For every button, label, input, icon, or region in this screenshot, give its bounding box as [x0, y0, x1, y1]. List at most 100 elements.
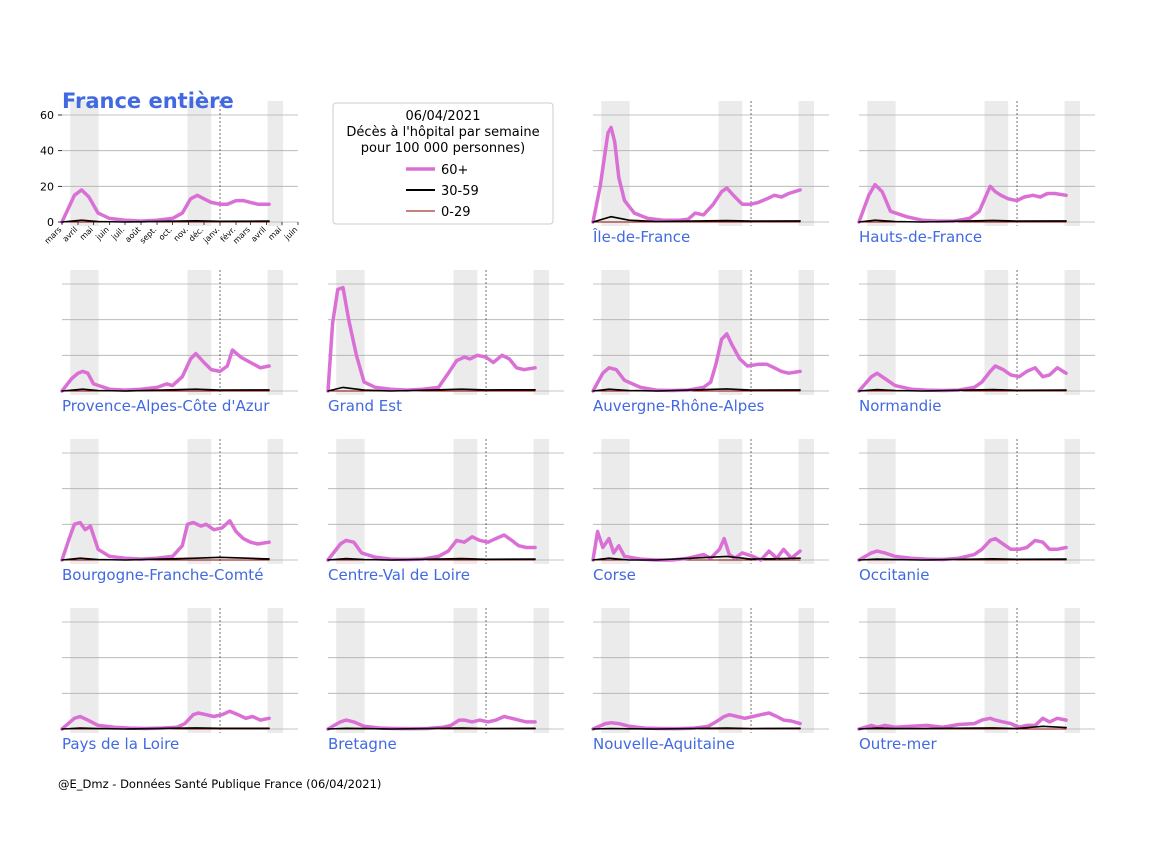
- series-line-30-59: [858, 219, 1067, 223]
- x-tick-label: sept.: [138, 225, 158, 245]
- series-line-60+: [591, 529, 802, 562]
- shaded-period: [336, 608, 365, 733]
- series-line-60+: [857, 182, 1068, 224]
- panel-4: Grand Est: [326, 270, 564, 415]
- series-line-30-59: [61, 727, 270, 730]
- shaded-period: [798, 270, 815, 395]
- shaded-period: [718, 101, 743, 226]
- shaded-period: [984, 101, 1009, 226]
- x-tick-label: oct.: [157, 225, 174, 242]
- panel-11: Pays de la Loire: [60, 608, 298, 753]
- shaded-period: [1064, 608, 1081, 733]
- series-line-60+: [326, 285, 537, 393]
- shaded-period: [718, 439, 743, 564]
- x-tick-label: avril: [249, 225, 268, 244]
- shaded-period: [798, 608, 815, 733]
- shaded-period: [453, 439, 478, 564]
- panel-6: Normandie: [857, 270, 1095, 415]
- y-tick-label: 0: [47, 216, 54, 229]
- series-line-60+: [60, 709, 271, 731]
- shaded-period: [1064, 101, 1081, 226]
- panel-title: Provence-Alpes-Côte d'Azur: [62, 397, 270, 415]
- legend-title-line: pour 100 000 personnes): [361, 141, 525, 156]
- series-line-60+: [591, 125, 802, 224]
- shaded-period: [267, 270, 284, 395]
- series-line-30-59: [327, 727, 536, 730]
- panel-7: Bourgogne-Franche-Comté: [60, 439, 298, 584]
- panel-title: Outre-mer: [859, 735, 938, 753]
- panel-1: Île-de-France: [591, 101, 829, 246]
- shaded-period: [601, 608, 630, 733]
- legend-entry-label: 60+: [441, 163, 468, 178]
- series-line-30-59: [858, 557, 1067, 561]
- panel-title: Bourgogne-Franche-Comté: [62, 566, 263, 584]
- shaded-period: [1064, 270, 1081, 395]
- shaded-period: [267, 608, 284, 733]
- x-tick-label: juin: [282, 225, 299, 242]
- panel-title: Hauts-de-France: [859, 228, 982, 246]
- series-line-30-59: [61, 388, 270, 392]
- series-line-60+: [60, 348, 271, 393]
- panel-title: Île-de-France: [592, 227, 690, 246]
- shaded-period: [798, 101, 815, 226]
- shaded-period: [798, 439, 815, 564]
- series-line-30-59: [592, 727, 801, 730]
- panel-title: Bretagne: [328, 735, 397, 753]
- shaded-period: [718, 270, 743, 395]
- series-line-60+: [591, 711, 802, 731]
- shaded-period: [533, 270, 550, 395]
- legend-title-line: 06/04/2021: [406, 109, 481, 124]
- shaded-period: [453, 270, 478, 395]
- x-tick-label: mai: [266, 225, 283, 242]
- shaded-period: [70, 608, 99, 733]
- shaded-period: [267, 439, 284, 564]
- series-line-30-59: [592, 555, 801, 561]
- x-tick-label: mars: [43, 225, 64, 246]
- series-line-30-59: [327, 386, 536, 392]
- panel-14: Outre-mer: [857, 608, 1095, 753]
- y-tick-label: 20: [40, 180, 54, 193]
- shaded-period: [187, 439, 212, 564]
- series-line-60+: [60, 519, 271, 562]
- panel-3: Provence-Alpes-Côte d'Azur: [60, 270, 298, 415]
- panel-5: Auvergne-Rhône-Alpes: [591, 270, 829, 415]
- series-line-60+: [591, 332, 802, 393]
- panel-title: France entière: [62, 89, 234, 113]
- legend-entry-label: 30-59: [441, 184, 479, 199]
- panel-title: Corse: [593, 566, 636, 584]
- series-line-60+: [857, 716, 1068, 731]
- x-tick-label: nov.: [172, 225, 190, 243]
- series-line-30-59: [592, 388, 801, 392]
- panel-13: Nouvelle-Aquitaine: [591, 608, 829, 753]
- x-tick-label: mai: [78, 225, 95, 242]
- panel-title: Grand Est: [328, 397, 402, 415]
- panel-title: Auvergne-Rhône-Alpes: [593, 397, 765, 415]
- series-line-60+: [326, 533, 537, 562]
- shaded-period: [718, 608, 743, 733]
- legend-title-line: Décès à l'hôpital par semaine: [346, 125, 539, 140]
- shaded-period: [533, 439, 550, 564]
- shaded-period: [453, 608, 478, 733]
- series-line-30-59: [858, 388, 1067, 392]
- shaded-period: [601, 270, 630, 395]
- x-tick-label: mars: [231, 225, 252, 246]
- x-tick-label: juin: [94, 225, 111, 242]
- panel-9: Corse: [591, 439, 829, 584]
- series-line-60+: [857, 536, 1068, 562]
- panel-10: Occitanie: [857, 439, 1095, 584]
- series-line-60+: [60, 188, 271, 224]
- shaded-period: [187, 101, 212, 226]
- series-line-60+: [857, 364, 1068, 393]
- credit-text: @E_Dmz - Données Santé Publique France (…: [58, 777, 381, 791]
- series-line-30-59: [61, 556, 270, 561]
- x-tick-label: janv.: [201, 225, 221, 245]
- legend-entry-label: 0-29: [441, 205, 471, 220]
- legend-box: [332, 102, 554, 225]
- panel-12: Bretagne: [326, 608, 564, 753]
- shaded-period: [1064, 439, 1081, 564]
- series-line-30-59: [858, 725, 1067, 730]
- shaded-period: [984, 270, 1009, 395]
- shaded-period: [984, 608, 1009, 733]
- series-line-30-59: [327, 557, 536, 561]
